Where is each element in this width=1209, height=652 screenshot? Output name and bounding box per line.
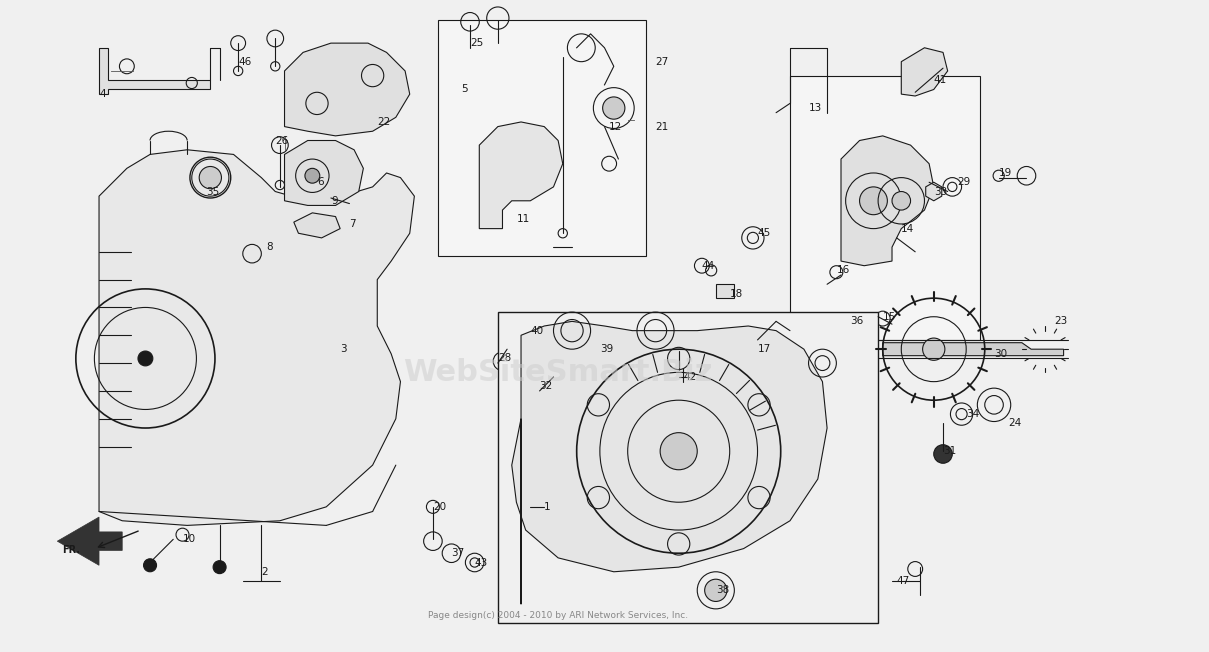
Text: 20: 20 [433, 502, 446, 512]
Polygon shape [883, 343, 1064, 356]
Text: 47: 47 [897, 576, 910, 586]
Text: 19: 19 [999, 168, 1012, 178]
Text: 28: 28 [498, 353, 511, 363]
Text: 3: 3 [340, 344, 347, 354]
Text: 6: 6 [317, 177, 324, 187]
Text: 17: 17 [758, 344, 771, 354]
Circle shape [705, 579, 727, 601]
Circle shape [199, 166, 221, 188]
Text: 9: 9 [331, 196, 337, 206]
Text: 10: 10 [183, 535, 196, 544]
Text: 4: 4 [99, 89, 105, 99]
Text: 35: 35 [206, 186, 219, 196]
Bar [438, 20, 647, 256]
Text: 8: 8 [266, 242, 272, 252]
Polygon shape [901, 48, 948, 96]
Text: Page design(c) 2004 - 2010 by ARI Network Services, Inc.: Page design(c) 2004 - 2010 by ARI Networ… [428, 611, 688, 620]
Circle shape [305, 168, 319, 183]
Text: 29: 29 [958, 177, 970, 187]
Polygon shape [294, 213, 340, 238]
Text: 21: 21 [655, 121, 669, 132]
Text: FR.: FR. [62, 545, 80, 556]
Circle shape [922, 338, 945, 361]
Bar [498, 312, 878, 623]
Polygon shape [284, 141, 364, 205]
Text: 38: 38 [716, 585, 729, 595]
Text: 7: 7 [349, 219, 357, 229]
Text: 44: 44 [702, 261, 716, 271]
Text: 27: 27 [655, 57, 669, 67]
Text: 11: 11 [516, 215, 530, 224]
Text: 1: 1 [544, 502, 551, 512]
Text: 31: 31 [943, 446, 956, 456]
Text: 34: 34 [966, 409, 979, 419]
Text: 18: 18 [730, 289, 744, 299]
Text: 32: 32 [539, 381, 553, 391]
Polygon shape [57, 517, 122, 565]
Text: 24: 24 [1008, 419, 1022, 428]
Text: 40: 40 [531, 325, 543, 336]
Circle shape [602, 97, 625, 119]
Text: 37: 37 [451, 548, 464, 558]
Text: 25: 25 [470, 38, 484, 48]
Text: 45: 45 [758, 228, 771, 238]
Text: 13: 13 [809, 103, 822, 113]
Text: 33: 33 [933, 186, 947, 196]
Bar [789, 76, 980, 340]
Text: 14: 14 [901, 224, 914, 233]
Text: 42: 42 [683, 372, 696, 382]
Text: 30: 30 [994, 349, 1007, 359]
Text: 46: 46 [238, 57, 251, 67]
Polygon shape [841, 136, 933, 266]
Circle shape [933, 445, 953, 464]
Circle shape [144, 559, 156, 572]
Text: 43: 43 [475, 557, 488, 567]
Text: 12: 12 [609, 121, 623, 132]
Circle shape [213, 561, 226, 574]
Text: 15: 15 [883, 312, 896, 321]
Polygon shape [511, 321, 827, 604]
Text: 2: 2 [261, 567, 268, 577]
Text: 26: 26 [276, 136, 289, 145]
Text: WebSiteSmart.Biz: WebSiteSmart.Biz [404, 358, 713, 387]
Circle shape [660, 433, 698, 469]
Bar [716, 284, 734, 298]
Text: 39: 39 [600, 344, 613, 354]
Circle shape [860, 187, 887, 215]
Text: 23: 23 [1054, 316, 1068, 327]
Polygon shape [99, 48, 210, 94]
Circle shape [138, 351, 152, 366]
Text: 5: 5 [461, 85, 468, 95]
Circle shape [892, 192, 910, 210]
Text: 16: 16 [837, 265, 850, 275]
Polygon shape [284, 43, 410, 136]
Polygon shape [479, 122, 562, 229]
Text: 22: 22 [377, 117, 391, 127]
Text: 36: 36 [850, 316, 863, 327]
Text: 41: 41 [933, 75, 947, 85]
Polygon shape [99, 150, 415, 526]
